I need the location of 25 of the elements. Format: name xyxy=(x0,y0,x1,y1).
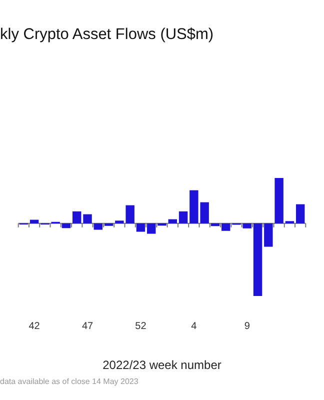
bar xyxy=(168,219,178,224)
bar xyxy=(264,223,273,247)
x-tick-label: 47 xyxy=(82,320,94,332)
bar xyxy=(158,223,166,226)
x-tick-label: 52 xyxy=(135,320,147,332)
x-tick-label: 9 xyxy=(244,320,250,332)
bar xyxy=(178,211,188,224)
bar xyxy=(296,204,305,224)
bar xyxy=(104,223,114,226)
bar xyxy=(83,214,92,224)
bar xyxy=(274,178,284,224)
bar xyxy=(94,223,103,230)
text: data available as of close 14 May 2023 xyxy=(0,377,138,386)
x-axis-title: 2022/23 week number xyxy=(102,358,222,372)
chart-title: kly Crypto Asset Flows (US$m) xyxy=(0,26,214,44)
bar xyxy=(146,223,156,234)
x-tick-label: 4 xyxy=(191,320,198,332)
bar xyxy=(62,223,71,228)
bar xyxy=(242,223,252,228)
bar xyxy=(221,223,230,231)
bar xyxy=(253,223,262,296)
bar xyxy=(136,223,146,232)
x-tick-label: 42 xyxy=(28,320,40,332)
bar xyxy=(30,220,39,224)
bar xyxy=(72,211,82,224)
